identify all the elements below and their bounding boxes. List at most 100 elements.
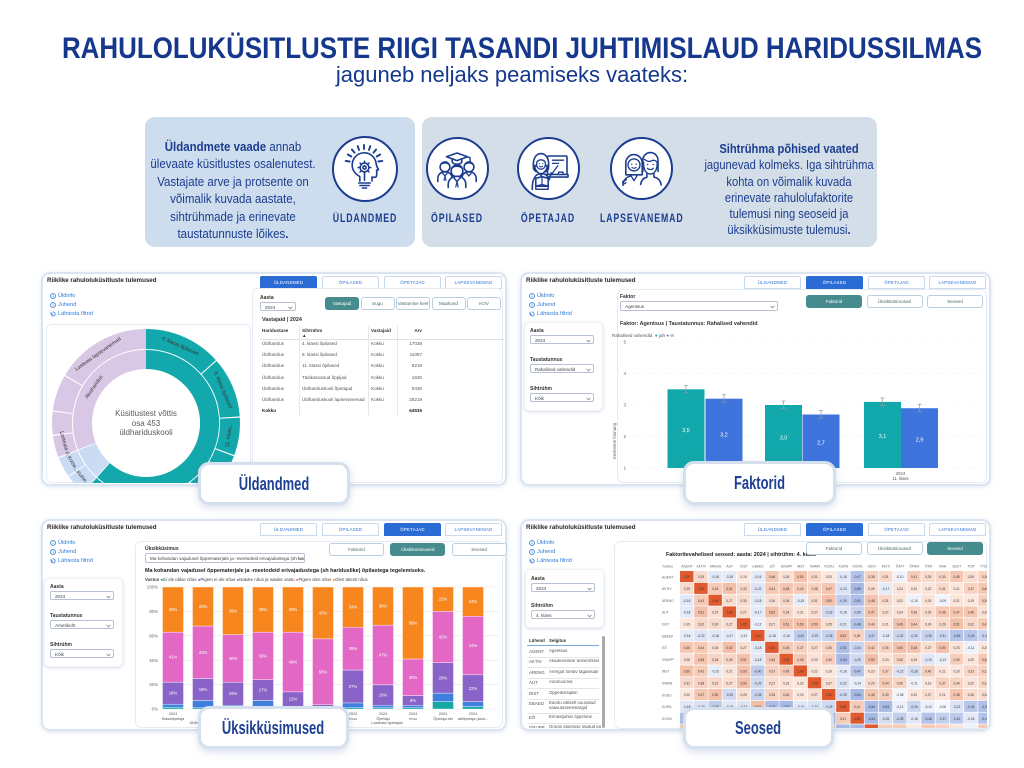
svg-text:0,19: 0,19 [925, 681, 931, 685]
svg-text:29%: 29% [439, 675, 448, 680]
svg-text:LIIKV: LIIKV [868, 565, 877, 569]
svg-text:AGENT: AGENT [662, 575, 673, 579]
svg-text:0,46: 0,46 [968, 611, 974, 615]
svg-text:-0,19: -0,19 [925, 658, 932, 662]
svg-text:0,23: 0,23 [783, 681, 789, 685]
svg-text:AGENT: AGENT [681, 565, 692, 569]
svg-text:0,35: 0,35 [897, 681, 903, 685]
svg-text:0,39: 0,39 [982, 599, 987, 603]
svg-text:-0,15: -0,15 [797, 599, 804, 603]
svg-text:0,50: 0,50 [740, 670, 746, 674]
svg-text:0,19: 0,19 [740, 575, 746, 579]
svg-text:2024: 2024 [469, 712, 477, 716]
svg-text:55%: 55% [319, 669, 328, 674]
svg-text:22%: 22% [469, 686, 478, 691]
svg-text:KODU: KODU [662, 693, 672, 697]
svg-text:-0,32: -0,32 [896, 634, 903, 638]
svg-text:-0,08: -0,08 [896, 693, 903, 697]
svg-text:0,50: 0,50 [939, 646, 945, 650]
svg-text:0,45: 0,45 [783, 670, 789, 674]
svg-text:0,31: 0,31 [712, 681, 718, 685]
svg-text:0,45: 0,45 [797, 658, 803, 662]
svg-text:muu: muu [409, 717, 416, 721]
svg-text:-0,48: -0,48 [925, 717, 932, 721]
svg-text:0,31: 0,31 [811, 575, 817, 579]
svg-text:1,00: 1,00 [811, 681, 817, 685]
svg-text:-0,12: -0,12 [896, 705, 903, 709]
svg-text:ÕPIKK: ÕPIKK [909, 564, 920, 569]
svg-text:0,21: 0,21 [953, 599, 959, 603]
svg-text:30%: 30% [379, 604, 388, 609]
svg-text:-0,29: -0,29 [754, 681, 761, 685]
svg-text:1,00: 1,00 [840, 705, 846, 709]
svg-text:-0,31: -0,31 [939, 634, 946, 638]
svg-text:muu: muu [349, 717, 356, 721]
svg-text:0,46: 0,46 [982, 587, 987, 591]
svg-text:0,32: 0,32 [698, 622, 704, 626]
svg-text:0,29: 0,29 [939, 622, 945, 626]
svg-text:0,27: 0,27 [882, 611, 888, 615]
svg-text:18%: 18% [169, 691, 178, 696]
svg-text:-0,44: -0,44 [967, 705, 974, 709]
svg-text:1,00: 1,00 [740, 622, 746, 626]
svg-text:44%: 44% [469, 643, 478, 648]
svg-text:0,22: 0,22 [968, 681, 974, 685]
svg-text:-0,29: -0,29 [825, 705, 832, 709]
svg-text:0,34: 0,34 [783, 599, 789, 603]
svg-text:0,26: 0,26 [712, 646, 718, 650]
svg-text:0,37: 0,37 [968, 587, 974, 591]
svg-text:0,29: 0,29 [698, 575, 704, 579]
svg-text:58%: 58% [409, 621, 418, 626]
svg-text:0,19: 0,19 [684, 622, 690, 626]
svg-text:INST: INST [662, 670, 670, 674]
svg-text:0,47: 0,47 [826, 587, 832, 591]
svg-text:-0,09: -0,09 [939, 599, 946, 603]
svg-text:0,31: 0,31 [882, 599, 888, 603]
svg-text:0,31: 0,31 [684, 681, 690, 685]
svg-text:-0,29: -0,29 [825, 611, 832, 615]
svg-text:0,27: 0,27 [811, 611, 817, 615]
svg-text:-0,18: -0,18 [712, 634, 719, 638]
svg-text:1,00: 1,00 [726, 611, 732, 615]
svg-text:0,51: 0,51 [953, 622, 959, 626]
svg-text:18%: 18% [199, 687, 208, 692]
svg-text:-0,18: -0,18 [783, 634, 790, 638]
svg-text:0,43: 0,43 [712, 587, 718, 591]
svg-text:0,38: 0,38 [698, 681, 704, 685]
svg-text:0,48: 0,48 [783, 587, 789, 591]
svg-text:0,34: 0,34 [783, 611, 789, 615]
svg-text:0,51: 0,51 [740, 658, 746, 662]
svg-text:0,36: 0,36 [882, 646, 888, 650]
svg-text:60%: 60% [149, 633, 158, 638]
svg-text:ÕATT: ÕATT [896, 564, 905, 569]
svg-text:-0,28: -0,28 [910, 670, 917, 674]
svg-text:22%: 22% [439, 597, 448, 602]
svg-text:1,00: 1,00 [755, 634, 761, 638]
svg-text:0,36: 0,36 [854, 634, 860, 638]
svg-text:0,25: 0,25 [740, 693, 746, 697]
svg-text:AKTIV: AKTIV [662, 587, 672, 591]
svg-text:2024: 2024 [409, 712, 417, 716]
svg-text:0,30: 0,30 [740, 599, 746, 603]
svg-text:38%: 38% [259, 607, 268, 612]
svg-text:0,20: 0,20 [982, 646, 987, 650]
svg-text:-0,18: -0,18 [683, 599, 690, 603]
svg-text:-0,12: -0,12 [740, 634, 747, 638]
svg-text:40%: 40% [149, 658, 158, 663]
svg-text:27%: 27% [349, 684, 358, 689]
svg-text:0,22: 0,22 [811, 670, 817, 674]
svg-text:0,20: 0,20 [684, 693, 690, 697]
svg-text:-0,34: -0,34 [854, 646, 861, 650]
svg-text:0,26: 0,26 [783, 575, 789, 579]
svg-text:0,45: 0,45 [982, 658, 987, 662]
svg-text:-0,22: -0,22 [697, 634, 704, 638]
svg-text:-0,12: -0,12 [925, 705, 932, 709]
svg-text:Tunnus: Tunnus [662, 565, 673, 569]
svg-text:0,26: 0,26 [684, 658, 690, 662]
svg-text:0,21: 0,21 [882, 622, 888, 626]
svg-text:SEOT: SEOT [952, 565, 961, 569]
svg-text:0,50: 0,50 [797, 575, 803, 579]
svg-text:5: 5 [623, 340, 626, 345]
svg-text:ARENG: ARENG [662, 599, 674, 603]
svg-text:0,31: 0,31 [882, 575, 888, 579]
